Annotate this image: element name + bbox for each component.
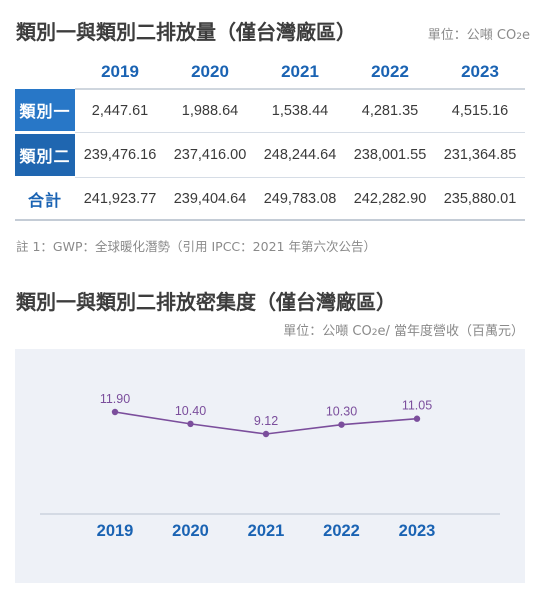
table-cell: 242,282.90 xyxy=(345,177,435,221)
year-header: 2019 xyxy=(101,62,139,81)
data-label: 9.12 xyxy=(254,414,278,428)
data-label: 11.05 xyxy=(402,399,432,413)
row-label: 合計 xyxy=(15,177,75,221)
data-label: 11.90 xyxy=(100,392,130,406)
table-cell: 4,515.16 xyxy=(435,88,525,133)
table-corner xyxy=(15,56,75,89)
row-label: 類別二 xyxy=(15,132,75,179)
data-point xyxy=(262,430,270,438)
data-label: 10.40 xyxy=(175,404,206,418)
table-cell: 237,416.00 xyxy=(165,132,255,178)
intensity-chart-panel: 11.90 10.40 9.12 10.30 11.05 2019 2020 2021 2022… xyxy=(15,349,525,583)
table-cell: 2,447.61 xyxy=(75,88,165,133)
table-header-row: 2019 2020 2021 2022 2023 xyxy=(15,56,525,89)
x-tick-label: 2021 xyxy=(248,522,285,540)
x-tick-label: 2019 xyxy=(97,522,134,540)
table-row-scope2: 類別二 239,476.16 237,416.00 248,244.64 238… xyxy=(15,132,525,179)
table-row-scope1: 類別一 2,447.61 1,988.64 1,538.44 4,281.35 … xyxy=(15,88,525,134)
year-header: 2020 xyxy=(191,62,229,81)
row-label: 類別一 xyxy=(15,89,75,134)
table-cell: 231,364.85 xyxy=(435,132,525,178)
x-tick-label: 2023 xyxy=(399,522,436,540)
table-cell: 248,244.64 xyxy=(255,132,345,178)
data-point xyxy=(338,421,345,428)
emissions-table-title: 類別一與類別二排放量（僅台灣廠區） xyxy=(16,20,356,44)
table-cell: 239,476.16 xyxy=(75,132,165,178)
table-cell: 1,988.64 xyxy=(165,88,255,133)
data-point xyxy=(187,420,194,428)
table-cell: 238,001.55 xyxy=(345,132,435,178)
intensity-line-chart: 11.90 10.40 9.12 10.30 11.05 2019 2020 2021 2022… xyxy=(40,392,500,540)
table-cell: 239,404.64 xyxy=(165,177,255,221)
year-header: 2021 xyxy=(281,62,319,81)
table-cell: 235,880.01 xyxy=(435,177,525,221)
table-cell: 249,783.08 xyxy=(255,177,345,221)
table-cell: 4,281.35 xyxy=(345,88,435,133)
intensity-chart-unit: 單位：公噸 CO2e/ 當年度營收（百萬元） xyxy=(283,324,524,339)
year-header: 2023 xyxy=(461,62,499,81)
emissions-table-unit: 單位：公噸 CO2e xyxy=(427,28,530,43)
x-tick-label: 2020 xyxy=(172,522,209,540)
emissions-table: 2019 2020 2021 2022 2023 類別一 2,447.61 1,… xyxy=(15,56,525,221)
x-tick-label: 2022 xyxy=(323,522,360,540)
table-cell: 1,538.44 xyxy=(255,88,345,133)
data-label: 10.30 xyxy=(326,405,357,419)
data-point xyxy=(413,415,421,422)
table-footnote: 註 1：GWP：全球暖化潛勢（引用 IPCC：2021 年第六次公告） xyxy=(16,239,376,254)
table-row-total: 合計 241,923.77 239,404.64 249,783.08 242,… xyxy=(15,177,525,221)
table-cell: 241,923.77 xyxy=(75,177,165,221)
intensity-chart-title: 類別一與類別二排放密集度（僅台灣廠區） xyxy=(16,290,396,314)
data-point xyxy=(111,408,119,416)
year-header: 2022 xyxy=(371,62,409,81)
